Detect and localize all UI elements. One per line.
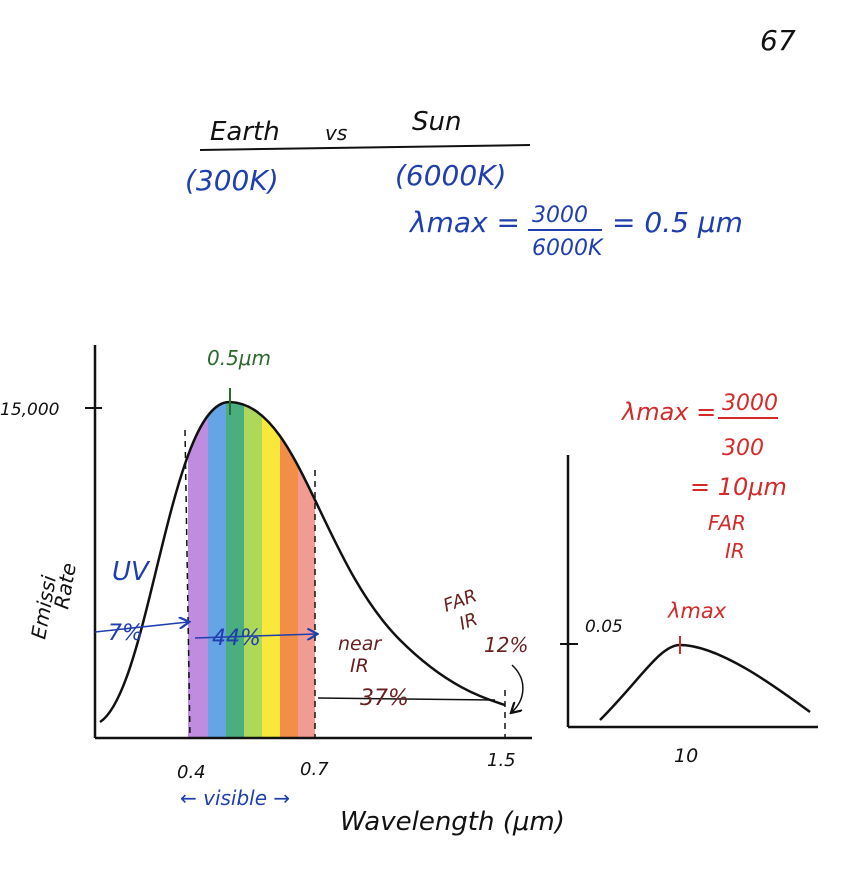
sun-curve [99, 400, 506, 724]
x-label: Wavelength (μm) [340, 807, 565, 837]
right-y-tick-label: 0.05 [585, 617, 623, 637]
peak-label: 0.5μm [207, 346, 271, 370]
sun-numerator: 3000 [532, 203, 588, 228]
y-label-2: Rate [49, 561, 81, 611]
underline [199, 144, 531, 151]
visible-label: ← visible → [180, 786, 290, 810]
uv-pct: 7% [108, 621, 143, 646]
right-far-1: FAR [708, 511, 746, 535]
earth-temp: (300K) [185, 164, 279, 197]
vs: vs [325, 121, 347, 145]
sun-denominator: 6000K [532, 236, 604, 261]
far-ir-2: IR [457, 609, 481, 635]
x-tick-07: 0.7 [300, 759, 329, 780]
dash-04 [184, 429, 191, 739]
far-ir-arrow [512, 664, 524, 712]
near-ir-pct: 37% [360, 686, 409, 711]
near-ir-1: near [338, 633, 382, 655]
sun: Sun [412, 107, 461, 137]
visible-pct: 44% [212, 626, 261, 651]
sun-temp: (6000K) [395, 159, 506, 192]
near-ir-2: IR [350, 655, 369, 677]
earth-numerator: 3000 [722, 391, 778, 416]
sun-lambda: λmax = [408, 206, 520, 239]
uv-label: UV [112, 557, 151, 587]
x-tick-04: 0.4 [177, 762, 206, 783]
visible-arrow [194, 634, 316, 638]
uv-arrow [94, 622, 188, 633]
page-number: 67 [760, 24, 796, 57]
earth-lambda: λmax = [620, 398, 716, 426]
right-far-2: IR [725, 539, 745, 563]
earth-result: = 10μm [690, 473, 787, 501]
right-x-tick: 10 [674, 745, 698, 767]
right-peak-label: λmax [667, 599, 727, 623]
earth-curve [599, 643, 811, 721]
visible-band [188, 401, 315, 738]
x-tick-15: 1.5 [487, 750, 516, 771]
earth-denominator: 300 [722, 436, 764, 461]
sun-result: = 0.5 μm [612, 206, 743, 239]
near-ir-arrow [317, 697, 496, 701]
earth: Earth [210, 117, 280, 147]
far-ir-pct: 12% [484, 633, 528, 657]
y-tick-label: 15,000 [0, 400, 59, 420]
